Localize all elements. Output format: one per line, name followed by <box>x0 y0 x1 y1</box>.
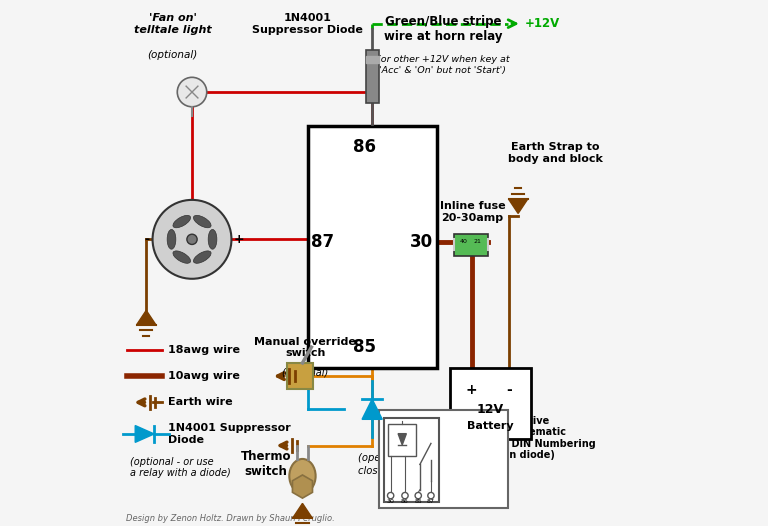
Bar <box>450 368 531 439</box>
Circle shape <box>153 200 231 279</box>
Text: -: - <box>506 382 512 397</box>
Polygon shape <box>293 503 312 518</box>
Text: +: + <box>234 233 245 246</box>
Text: Earth wire: Earth wire <box>168 397 233 408</box>
Circle shape <box>428 492 434 499</box>
Text: 87: 87 <box>311 234 334 251</box>
Text: Earth Strap to
body and block: Earth Strap to body and block <box>508 142 602 164</box>
Ellipse shape <box>173 251 190 264</box>
Text: 40: 40 <box>460 239 468 244</box>
Polygon shape <box>508 199 528 214</box>
Text: 18awg wire: 18awg wire <box>168 345 240 355</box>
Text: 30: 30 <box>410 234 433 251</box>
Text: +: + <box>466 382 478 397</box>
Text: (open when 'cold'
closed when 'hot'): (open when 'cold' closed when 'hot') <box>358 453 449 475</box>
Text: 10awg wire: 10awg wire <box>168 371 240 381</box>
Polygon shape <box>137 310 156 325</box>
Bar <box>286 363 313 389</box>
Ellipse shape <box>173 215 190 228</box>
Bar <box>366 56 379 63</box>
Circle shape <box>177 77 207 107</box>
Ellipse shape <box>194 215 211 228</box>
Bar <box>389 424 416 456</box>
Text: (optional): (optional) <box>147 50 197 60</box>
Text: 86: 86 <box>353 138 376 156</box>
Circle shape <box>388 492 394 499</box>
Text: (optional - or use
a relay with a diode): (optional - or use a relay with a diode) <box>130 457 230 478</box>
Text: 85: 85 <box>415 499 422 504</box>
Text: 87: 87 <box>427 499 435 504</box>
Text: 30: 30 <box>387 499 395 504</box>
Ellipse shape <box>194 251 211 264</box>
Text: Typical Automotive
SPST Relay Schematic
Bosch Style DIN Numbering
(with built-in: Typical Automotive SPST Relay Schematic … <box>445 416 596 460</box>
Text: 'Fan on'
telltale light: 'Fan on' telltale light <box>134 13 211 35</box>
Ellipse shape <box>208 229 217 249</box>
Bar <box>384 418 439 502</box>
Polygon shape <box>398 433 406 445</box>
Text: 21: 21 <box>474 239 482 244</box>
Polygon shape <box>362 399 382 419</box>
Text: Inline fuse
20-30amp: Inline fuse 20-30amp <box>439 201 505 222</box>
Text: Battery: Battery <box>467 421 514 431</box>
Bar <box>308 126 436 368</box>
Text: (or other +12V when key at
'Acc' & 'On' but not 'Start'): (or other +12V when key at 'Acc' & 'On' … <box>376 55 509 75</box>
Ellipse shape <box>167 229 176 249</box>
Text: -: - <box>145 233 150 246</box>
Text: Design by Zenon Holtz. Drawn by Shaun Feruglio.: Design by Zenon Holtz. Drawn by Shaun Fe… <box>126 514 335 523</box>
Polygon shape <box>293 475 313 498</box>
Bar <box>454 234 488 256</box>
Ellipse shape <box>290 459 316 493</box>
Text: 1N4001 Suppressor
Diode: 1N4001 Suppressor Diode <box>168 423 291 445</box>
Text: Manual override
switch: Manual override switch <box>254 337 356 358</box>
Circle shape <box>402 492 408 499</box>
Text: 12V: 12V <box>477 403 504 416</box>
Circle shape <box>187 234 197 245</box>
Text: Thermo
switch: Thermo switch <box>240 450 291 478</box>
Text: Green/Blue stripe
wire at horn relay: Green/Blue stripe wire at horn relay <box>384 15 502 43</box>
Text: +12V: +12V <box>525 17 560 30</box>
Bar <box>379 410 508 508</box>
Text: 1N4001
Suppressor Diode: 1N4001 Suppressor Diode <box>253 13 363 35</box>
Text: 86: 86 <box>401 499 409 504</box>
Bar <box>366 50 379 103</box>
Polygon shape <box>135 426 154 442</box>
Circle shape <box>415 492 422 499</box>
Text: 85: 85 <box>353 338 376 356</box>
Text: (optional): (optional) <box>282 368 329 378</box>
